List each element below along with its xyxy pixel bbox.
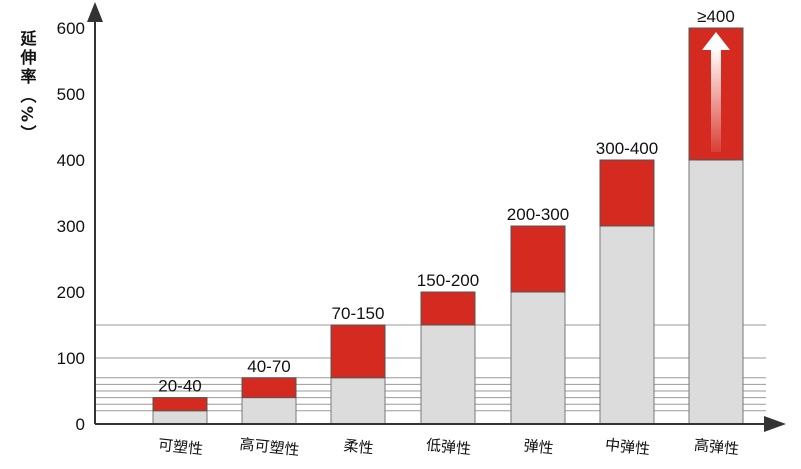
y-tick-label: 100 [57,349,85,368]
x-category-label: 高可塑性 [239,435,301,459]
x-category-label: 低弹性 [425,436,472,459]
y-axis-arrow [87,2,103,22]
bar-lower-segment [510,291,566,425]
y-axis-title: 延伸率（%） [18,29,38,144]
x-category-label: 柔性 [343,437,375,458]
bar-upper-segment [330,324,386,379]
bar-upper-segment [420,291,476,326]
y-tick-label: 0 [76,415,85,434]
x-category-label: 弹性 [523,437,555,458]
bar-range-label: 20-40 [158,377,201,396]
bar-lower-segment [241,397,297,425]
bar-upper-segment [152,397,208,412]
y-tick-label: 400 [57,151,85,170]
x-axis-arrow [764,416,786,432]
y-tick-label: 500 [57,85,85,104]
bar-range-label: 40-70 [247,357,290,376]
up-arrow-icon [702,32,730,152]
bar-upper-segment [599,159,655,227]
axes-layer [87,2,786,432]
bar-range-label: ≥400 [697,7,735,26]
bar-lower-segment [152,410,208,425]
bars-layer [152,27,744,425]
bar-lower-segment [330,377,386,425]
labels-layer: 0 100 200 300 400 500 600 20-40 可塑性 40-70 高可塑性 70-1… [57,7,740,459]
bar-lower-segment [688,159,744,425]
x-category-label: 可塑性 [157,436,204,459]
bar-range-label: 200-300 [507,205,569,224]
x-category-label: 高弹性 [693,436,740,459]
x-category-label: 中弹性 [604,436,651,459]
bar-lower-segment [599,225,655,425]
bar-range-label: 300-400 [596,139,658,158]
y-tick-label: 300 [57,217,85,236]
bar-upper-segment [510,225,566,293]
bar-range-label: 70-150 [332,304,385,323]
y-tick-label: 600 [57,19,85,38]
y-tick-label: 200 [57,283,85,302]
bar-upper-segment [241,377,297,399]
bar-lower-segment [420,324,476,425]
bar-range-label: 150-200 [417,271,479,290]
